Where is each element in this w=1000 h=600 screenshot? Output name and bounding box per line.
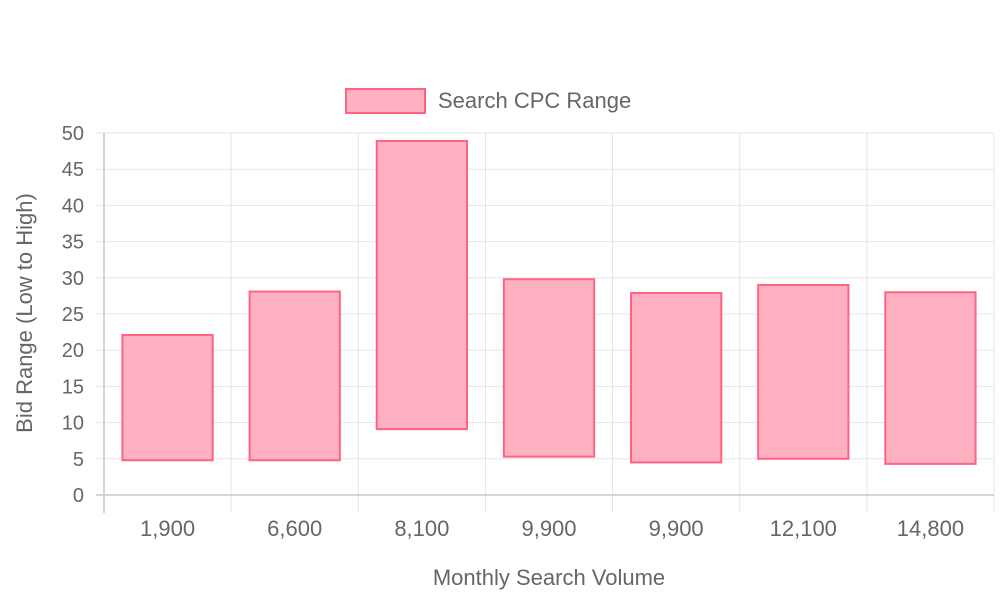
bar[interactable] xyxy=(121,333,214,462)
y-tick-labels: 0 5 10 15 20 25 30 35 40 45 50 xyxy=(62,123,84,507)
x-tick-label: 1,900 xyxy=(140,516,195,541)
y-tick-label: 50 xyxy=(62,123,84,145)
legend[interactable]: Search CPC Range xyxy=(345,88,631,114)
legend-label: Search CPC Range xyxy=(438,88,631,113)
y-tick-label: 0 xyxy=(73,485,84,507)
x-tick-label: 8,100 xyxy=(394,516,449,541)
x-axis-title: Monthly Search Volume xyxy=(433,565,665,590)
y-tick-label: 30 xyxy=(62,268,84,290)
axes xyxy=(96,133,994,513)
x-tick-labels: 1,900 6,600 8,100 9,900 9,900 12,100 14,800 xyxy=(140,516,964,541)
x-tick-label: 12,100 xyxy=(770,516,837,541)
y-tick-label: 20 xyxy=(62,340,84,362)
y-tick-label: 25 xyxy=(62,304,84,326)
bar[interactable] xyxy=(375,139,468,431)
x-tick-label: 9,900 xyxy=(521,516,576,541)
bars xyxy=(121,139,977,465)
y-axis-title: Bid Range (Low to High) xyxy=(12,193,37,433)
y-tick-label: 5 xyxy=(73,449,84,471)
x-tick-label: 6,600 xyxy=(267,516,322,541)
y-tick-label: 45 xyxy=(62,159,84,181)
bar[interactable] xyxy=(757,284,850,460)
bar[interactable] xyxy=(630,292,723,464)
y-tick-label: 10 xyxy=(62,413,84,435)
legend-swatch xyxy=(345,88,426,114)
y-tick-label: 15 xyxy=(62,376,84,398)
y-tick-label: 40 xyxy=(62,195,84,217)
y-tick-label: 35 xyxy=(62,232,84,254)
bar[interactable] xyxy=(502,278,596,458)
x-tick-label: 9,900 xyxy=(649,516,704,541)
x-tick-label: 14,800 xyxy=(897,516,964,541)
bar[interactable] xyxy=(248,290,341,462)
bar[interactable] xyxy=(884,291,977,465)
